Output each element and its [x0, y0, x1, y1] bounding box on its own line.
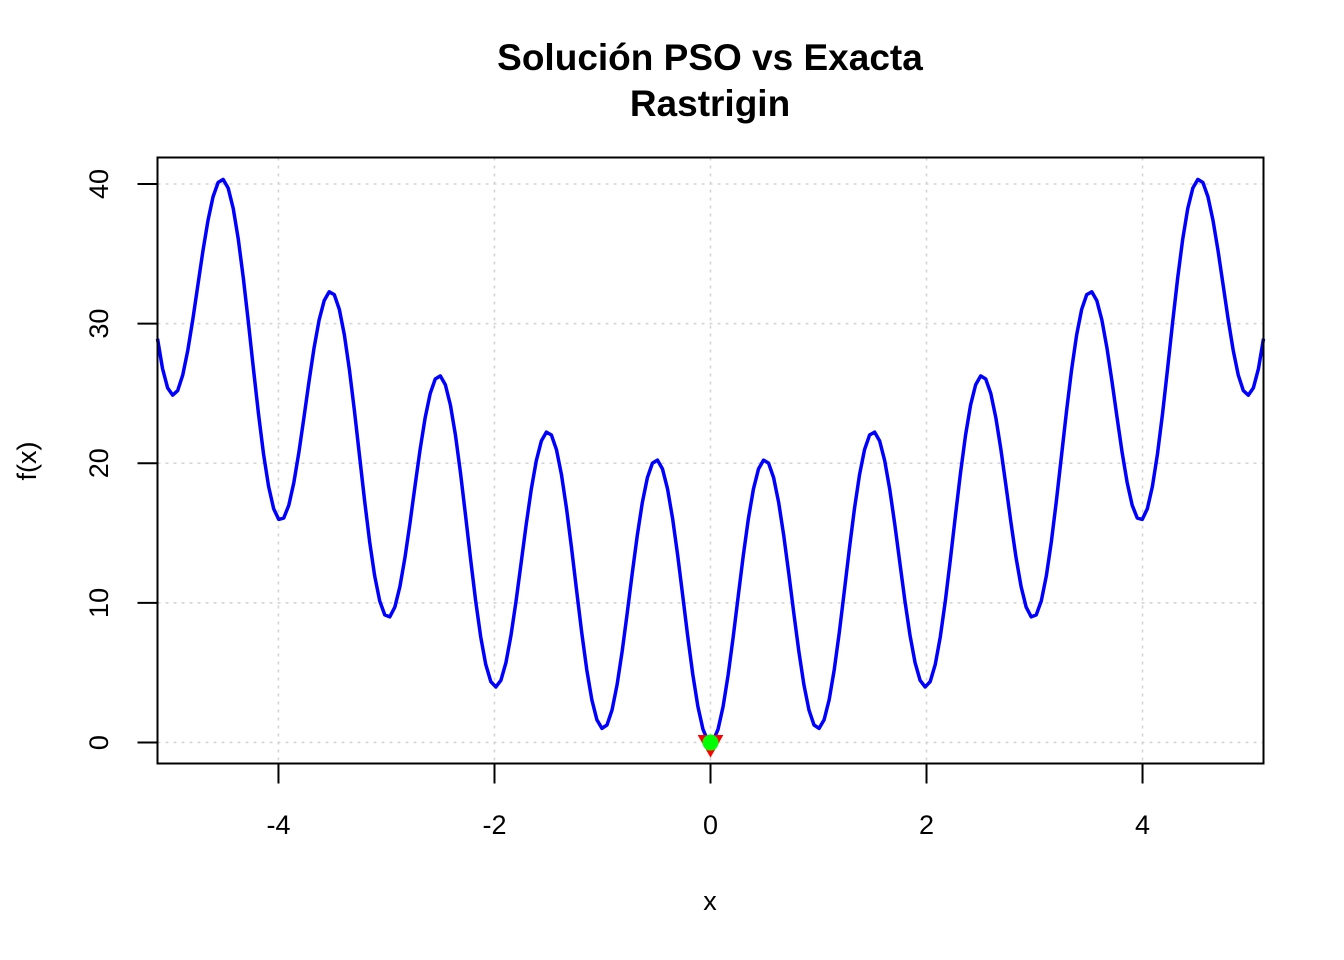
exact-solution-marker — [702, 734, 719, 751]
x-tick-label: -4 — [266, 810, 290, 840]
x-axis-label: x — [703, 886, 717, 916]
x-tick-label: 2 — [919, 810, 934, 840]
y-tick-label: 30 — [84, 309, 114, 339]
x-tick-label: 0 — [703, 810, 718, 840]
y-tick-label: 10 — [84, 588, 114, 618]
chart-title: Solución PSO vs Exacta — [497, 37, 923, 78]
chart-subtitle: Rastrigin — [630, 83, 790, 124]
y-tick-label: 20 — [84, 448, 114, 478]
grid — [157, 157, 1264, 764]
y-tick-label: 40 — [84, 169, 114, 199]
x-tick-label: 4 — [1135, 810, 1150, 840]
x-tick-label: -2 — [482, 810, 506, 840]
y-tick-label: 0 — [84, 735, 114, 750]
plot-area — [155, 177, 1266, 758]
y-axis-label: f(x) — [12, 442, 42, 481]
